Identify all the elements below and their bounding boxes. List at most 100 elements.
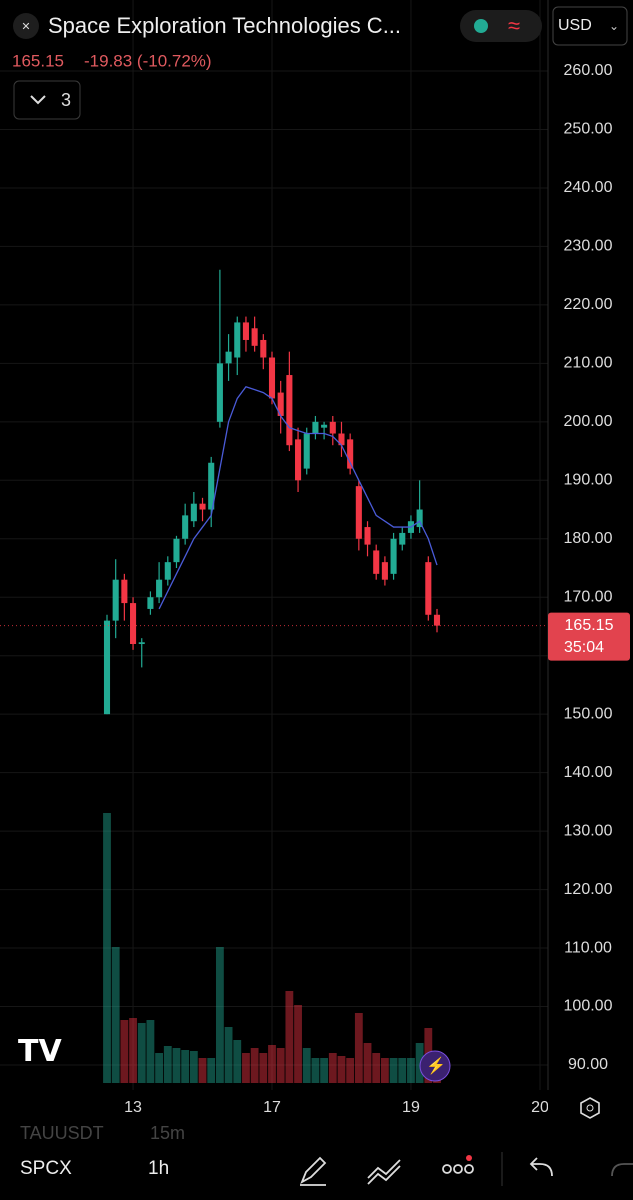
volume-bar: [224, 1027, 233, 1083]
candle-body: [182, 515, 189, 539]
y-tick-label: 200.00: [564, 413, 613, 430]
draw-tool[interactable]: [300, 1156, 327, 1186]
candle-body: [425, 562, 432, 615]
indicator-count: 3: [61, 90, 71, 110]
x-tick-label: 17: [263, 1099, 281, 1116]
candle-body: [112, 579, 119, 621]
trend-tool[interactable]: [367, 1159, 401, 1185]
y-tick-label: 130.00: [564, 822, 613, 839]
settings-icon[interactable]: [580, 1097, 600, 1119]
x-tick-label: 20: [531, 1099, 549, 1116]
status-icon: ≈: [508, 13, 520, 38]
volume-bar: [328, 1053, 337, 1083]
y-tick-label: 90.00: [568, 1056, 608, 1073]
volume-bar: [198, 1058, 207, 1083]
candle-body: [216, 363, 223, 422]
candle-body: [295, 439, 302, 481]
volume-bar: [172, 1048, 181, 1083]
volume-bar: [120, 1020, 129, 1083]
logo-mark: ✕: [21, 21, 30, 33]
volume-bar: [311, 1058, 320, 1083]
volume-bar: [320, 1058, 329, 1083]
last-price: 165.15: [12, 51, 64, 70]
market-status: [474, 19, 488, 33]
y-tick-label: 220.00: [564, 296, 613, 313]
volume-bar: [207, 1058, 216, 1083]
y-tick-label: 190.00: [564, 472, 613, 489]
volume-bar: [250, 1048, 259, 1083]
candle-body: [173, 538, 180, 563]
y-tick-label: 250.00: [564, 121, 613, 138]
volume-bar: [242, 1053, 250, 1083]
assistant-icon: ⚡: [426, 1056, 446, 1075]
behind-interval: 15m: [150, 1123, 185, 1143]
currency-button[interactable]: [552, 6, 628, 46]
symbol-title[interactable]: Space Exploration Technologies C...: [48, 13, 401, 38]
candle-body: [277, 392, 284, 416]
candle-body: [208, 462, 215, 510]
volume-bar: [363, 1043, 372, 1083]
candle-body: [364, 527, 371, 545]
candle-body: [347, 439, 354, 469]
currency: USD: [558, 17, 592, 34]
volume-bar: [111, 947, 120, 1083]
assistant-button[interactable]: [419, 1050, 451, 1082]
symbol-logo[interactable]: [13, 13, 39, 39]
volume-bar: [129, 1018, 137, 1083]
moving-average: [158, 385, 438, 610]
candle-body: [268, 357, 276, 399]
volume-bar: [163, 1046, 172, 1083]
candle-body: [286, 375, 293, 446]
price-change: -19.83 (-10.72%): [84, 51, 212, 70]
volume-bar: [415, 1043, 424, 1083]
x-tick-label: 19: [402, 1099, 420, 1116]
candle-body: [303, 433, 310, 469]
volume-bar: [276, 1048, 285, 1083]
y-tick-label: 110.00: [564, 939, 612, 956]
candle-body: [130, 603, 137, 645]
candle-body: [234, 322, 241, 358]
plot-area: [0, 0, 548, 1090]
candle-body: [251, 328, 258, 346]
more-button[interactable]: [442, 1155, 474, 1174]
symbol-button[interactable]: SPCX: [20, 1158, 72, 1179]
volume-bar: [346, 1058, 355, 1083]
volume-bar: [268, 1045, 276, 1083]
y-tick-label: 230.00: [564, 238, 613, 255]
y-tick-label: 180.00: [564, 530, 613, 547]
undo-button[interactable]: [529, 1157, 553, 1177]
candle-body: [390, 538, 397, 574]
candle-body: [321, 424, 328, 428]
volume-bar: [103, 813, 111, 1083]
candle-body: [164, 562, 171, 580]
candle-body: [416, 509, 423, 528]
candle-body: [138, 642, 145, 645]
price-tag-value: 165.15: [565, 617, 614, 634]
status-pill[interactable]: [460, 10, 542, 42]
volume-bar: [398, 1058, 407, 1083]
volume-bar: [155, 1053, 164, 1083]
volume-bar: [294, 1005, 302, 1083]
y-tick-label: 210.00: [564, 355, 613, 372]
candle-body: [147, 597, 154, 609]
interval-button[interactable]: 1h: [148, 1158, 169, 1179]
volume-bar: [233, 1040, 242, 1083]
candle-body: [312, 421, 319, 434]
indicators-toggle[interactable]: [13, 80, 81, 120]
volume-bar: [259, 1053, 268, 1083]
candle-body: [260, 339, 267, 358]
dropdown-icon: ⌄: [609, 19, 619, 33]
y-tick-label: 170.00: [564, 588, 613, 605]
candle-body: [399, 532, 406, 545]
y-tick-label: 260.00: [564, 62, 613, 79]
candle-body: [199, 503, 206, 510]
price-tag-countdown: 35:04: [564, 639, 604, 656]
axis-corner: [548, 1090, 633, 1130]
y-tick-label: 150.00: [564, 705, 613, 722]
candle-body: [156, 579, 163, 598]
redo-button[interactable]: [611, 1163, 633, 1177]
candle-body: [433, 614, 441, 626]
y-tick-label: 100.00: [564, 998, 613, 1015]
candle-body: [225, 351, 232, 364]
